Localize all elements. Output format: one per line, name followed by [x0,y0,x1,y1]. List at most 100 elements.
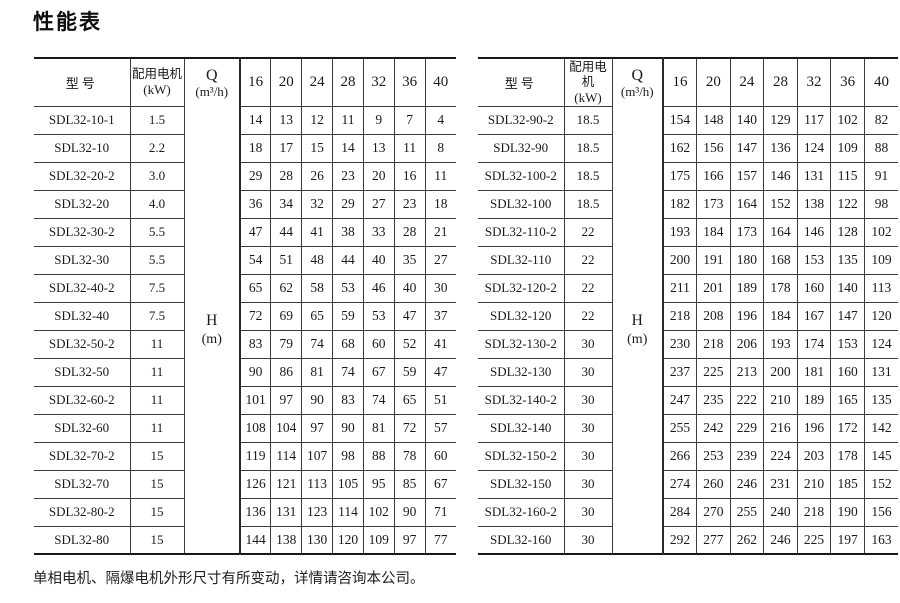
head-value-cell: 65 [301,302,334,331]
model-cell: SDL32-100 [478,190,565,219]
head-value-cell: 102 [363,498,395,527]
head-value-cell: 82 [864,106,898,135]
head-value-cell: 175 [663,162,698,191]
head-value-cell: 30 [425,274,456,303]
head-value-cell: 210 [763,386,798,415]
head-value-cell: 77 [425,526,456,555]
head-value-cell: 162 [663,134,698,163]
table-row: SDL32-30 5.5 54 51 48 44 40 35 27 [34,246,456,275]
head-value-cell: 18 [425,190,456,219]
head-value-cell: 274 [663,470,698,499]
table-row: SDL32-150-2 30 266 253 239 224 203 178 145 [478,442,898,471]
performance-table-right: 型号 配用电机 (kW) Q (m³/h) 16 20 24 28 32 36 … [478,57,898,555]
head-value-cell: 230 [663,330,698,359]
model-cell: SDL32-140 [478,414,565,443]
head-value-cell: 44 [332,246,364,275]
head-value-cell: 190 [830,498,865,527]
motor-power-unit: (kW) [143,82,171,98]
head-value-cell: 260 [696,470,731,499]
head-value-cell: 88 [363,442,395,471]
head-value-cell: 277 [696,526,731,555]
head-value-cell: 142 [864,414,898,443]
column-header-flow-24: 24 [301,58,334,107]
column-header-model: 型号 [478,58,565,107]
head-value-cell: 27 [363,190,395,219]
head-value-cell: 153 [830,330,865,359]
head-value-cell: 145 [864,442,898,471]
model-cell: SDL32-20 [34,190,131,219]
head-value-cell: 193 [663,218,698,247]
head-value-cell: 17 [270,134,303,163]
motor-power-cell: 30 [564,526,613,555]
head-value-cell: 107 [301,442,334,471]
head-value-cell: 138 [797,190,832,219]
table-row: SDL32-60 11 108 104 97 90 81 72 57 [34,414,456,443]
column-header-flow-36: 36 [830,58,865,107]
table-row: SDL32-10-1 1.5 H (m) 14 13 12 11 9 7 4 [34,106,456,554]
head-value-cell: 86 [270,358,303,387]
head-value-cell: 146 [797,218,832,247]
head-value-cell: 90 [332,414,364,443]
model-cell: SDL32-90-2 [478,106,565,135]
model-cell: SDL32-10-1 [34,106,131,135]
head-value-cell: 51 [425,386,456,415]
head-value-cell: 153 [797,246,832,275]
motor-power-cell: 1.5 [130,106,185,135]
head-value-cell: 47 [425,358,456,387]
head-value-cell: 13 [363,134,395,163]
head-value-cell: 200 [763,358,798,387]
head-value-cell: 79 [270,330,303,359]
head-value-cell: 218 [797,498,832,527]
head-value-cell: 54 [240,246,272,275]
column-header-motor-power: 配用电机 (kW) [130,58,185,107]
column-header-flow: Q (m³/h) [612,58,664,106]
head-value-cell: 28 [394,218,426,247]
model-cell: SDL32-150-2 [478,442,565,471]
head-value-cell: 62 [270,274,303,303]
column-header-flow-32: 32 [363,58,395,107]
head-value-cell: 18 [240,134,272,163]
head-value-cell: 29 [332,190,364,219]
head-value-cell: 28 [270,162,303,191]
head-value-cell: 270 [696,498,731,527]
head-value-cell: 72 [240,302,272,331]
table-row: SDL32-80-2 15 136 131 123 114 102 90 71 [34,498,456,527]
head-value-cell: 163 [864,526,898,555]
model-cell: SDL32-30 [34,246,131,275]
head-value-cell: 136 [240,498,272,527]
head-value-cell: 14 [332,134,364,163]
motor-power-cell: 18.5 [564,162,613,191]
model-cell: SDL32-80-2 [34,498,131,527]
head-value-cell: 152 [864,470,898,499]
head-value-cell: 74 [301,330,334,359]
column-header-flow-40: 40 [864,58,898,107]
model-cell: SDL32-130 [478,358,565,387]
head-value-cell: 74 [332,358,364,387]
head-value-cell: 37 [425,302,456,331]
head-value-cell: 46 [363,274,395,303]
head-value-cell: 40 [363,246,395,275]
motor-power-cell: 30 [564,414,613,443]
model-cell: SDL32-160-2 [478,498,565,527]
head-value-cell: 91 [864,162,898,191]
head-value-cell: 34 [270,190,303,219]
head-value-cell: 36 [240,190,272,219]
head-value-cell: 218 [696,330,731,359]
head-value-cell: 173 [696,190,731,219]
head-value-cell: 124 [864,330,898,359]
head-value-cell: 165 [830,386,865,415]
head-value-cell: 189 [797,386,832,415]
motor-power-cell: 4.0 [130,190,185,219]
model-cell: SDL32-100-2 [478,162,565,191]
model-cell: SDL32-150 [478,470,565,499]
head-value-cell: 78 [394,442,426,471]
head-value-cell: 104 [270,414,303,443]
motor-power-cell: 30 [564,470,613,499]
head-unit: (m) [627,331,648,347]
head-value-cell: 102 [864,218,898,247]
table-row: SDL32-150 30 274 260 246 231 210 185 152 [478,470,898,499]
table-header-row: 型号 配用电机 (kW) Q (m³/h) 16 20 24 28 32 36 … [478,58,898,107]
head-value-cell: 292 [663,526,698,555]
motor-power-cell: 11 [130,386,185,415]
model-cell: SDL32-40-2 [34,274,131,303]
